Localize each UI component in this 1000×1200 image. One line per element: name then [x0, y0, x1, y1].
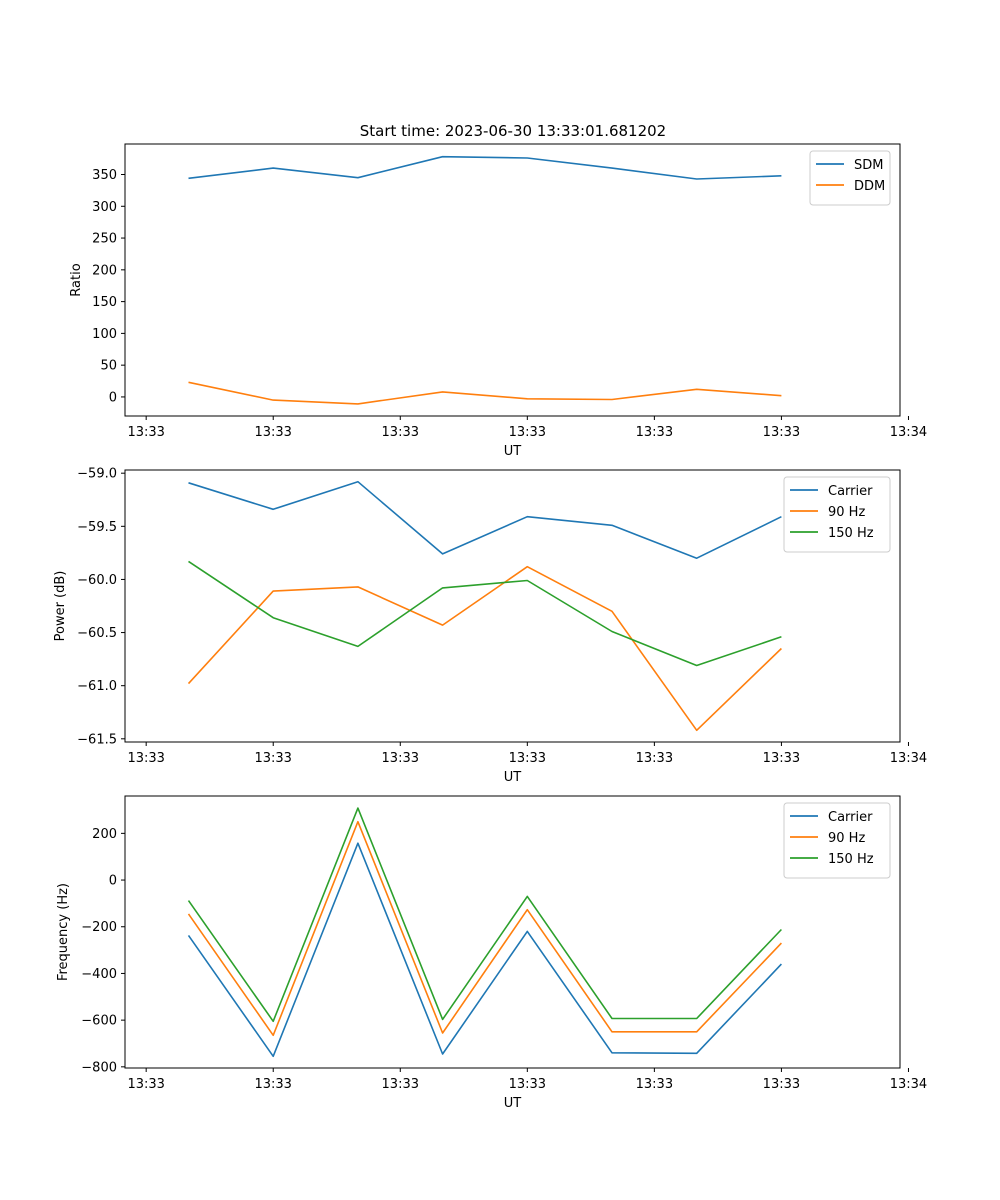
x-tick-label: 13:34 — [890, 425, 927, 440]
x-tick-label: 13:33 — [636, 751, 673, 766]
y-tick-label: 0 — [109, 390, 117, 405]
y-tick-label: 150 — [92, 295, 117, 310]
legend-box — [783, 476, 891, 553]
y-axis-label: Power (dB) — [53, 571, 68, 642]
x-tick-label: 13:33 — [509, 1077, 546, 1092]
x-tick-label: 13:33 — [509, 425, 546, 440]
y-axis-label: Ratio — [69, 263, 84, 296]
x-axis-label: UT — [504, 1096, 522, 1111]
x-tick-label: 13:34 — [890, 751, 927, 766]
y-tick-label: 250 — [92, 232, 117, 247]
x-tick-label: 13:33 — [127, 751, 164, 766]
legend: Carrier 90 Hz 150 Hz — [783, 802, 891, 879]
series-line-90-hz — [187, 820, 782, 1037]
x-tick-label: 13:33 — [382, 751, 419, 766]
y-tick-label: −61.0 — [77, 679, 117, 694]
panel-2: 13:33 13:33 13:33 13:33 13:33 13:33 13:34 −59.0… — [53, 467, 927, 785]
legend-label: SDM — [854, 158, 883, 173]
x-tick-label: 13:33 — [127, 1077, 164, 1092]
series-line-150-hz — [187, 807, 782, 1023]
y-tick-label: −59.0 — [77, 467, 117, 482]
series-line-90-hz — [187, 565, 782, 732]
legend-label: Carrier — [828, 484, 873, 499]
x-tick-label: 13:33 — [254, 425, 291, 440]
series-line-sdm — [188, 155, 782, 180]
legend-label: 90 Hz — [828, 505, 865, 520]
y-tick-label: 100 — [92, 327, 117, 342]
axes-frame — [124, 143, 901, 417]
legend-label: DDM — [854, 179, 885, 194]
figure-title: Start time: 2023-06-30 13:33:01.681202 — [360, 122, 666, 140]
panel-3: 13:33 13:33 13:33 13:33 13:33 13:33 13:34 200 0 −… — [56, 795, 927, 1111]
x-tick-label: 13:33 — [382, 425, 419, 440]
series-line-ddm — [188, 381, 782, 405]
y-tick-label: −200 — [81, 920, 117, 935]
series-line-carrier — [187, 842, 782, 1058]
y-tick-label: −60.0 — [77, 573, 117, 588]
x-axis-label: UT — [504, 444, 522, 459]
x-tick-label: 13:33 — [127, 425, 164, 440]
legend-label: Carrier — [828, 810, 873, 825]
x-tick-label: 13:33 — [636, 1077, 673, 1092]
y-tick-label: 200 — [92, 827, 117, 842]
legend: Carrier 90 Hz 150 Hz — [783, 476, 891, 553]
y-tick-label: −61.5 — [77, 732, 117, 747]
series-line-carrier — [188, 480, 782, 560]
y-axis-label: Frequency (Hz) — [56, 883, 71, 981]
legend-label: 150 Hz — [828, 526, 874, 541]
x-tick-label: 13:33 — [636, 425, 673, 440]
y-tick-label: −59.5 — [77, 520, 117, 535]
y-tick-label: 50 — [100, 359, 117, 374]
x-tick-label: 13:33 — [763, 425, 800, 440]
x-tick-label: 13:33 — [763, 1077, 800, 1092]
y-tick-label: −400 — [81, 967, 117, 982]
y-tick-label: −600 — [81, 1014, 117, 1029]
x-tick-label: 13:33 — [254, 1077, 291, 1092]
x-tick-label: 13:33 — [382, 1077, 419, 1092]
x-tick-label: 13:33 — [254, 751, 291, 766]
panel-1: 13:33 13:33 13:33 13:33 13:33 13:33 13:34 0 50 10… — [69, 143, 927, 459]
series-line-150-hz — [188, 560, 782, 667]
y-tick-label: −60.5 — [77, 626, 117, 641]
axes-frame — [124, 795, 901, 1069]
x-tick-label: 13:33 — [763, 751, 800, 766]
y-tick-label: 0 — [109, 874, 117, 889]
legend-box — [783, 802, 891, 879]
legend-label: 90 Hz — [828, 831, 865, 846]
legend: SDM DDM — [809, 150, 891, 206]
y-tick-label: −800 — [81, 1060, 117, 1075]
axes-frame — [124, 469, 901, 743]
x-tick-label: 13:33 — [509, 751, 546, 766]
x-tick-label: 13:34 — [890, 1077, 927, 1092]
y-tick-label: 350 — [92, 168, 117, 183]
y-tick-label: 300 — [92, 200, 117, 215]
legend-label: 150 Hz — [828, 852, 874, 867]
y-tick-label: 200 — [92, 263, 117, 278]
x-axis-label: UT — [504, 770, 522, 785]
